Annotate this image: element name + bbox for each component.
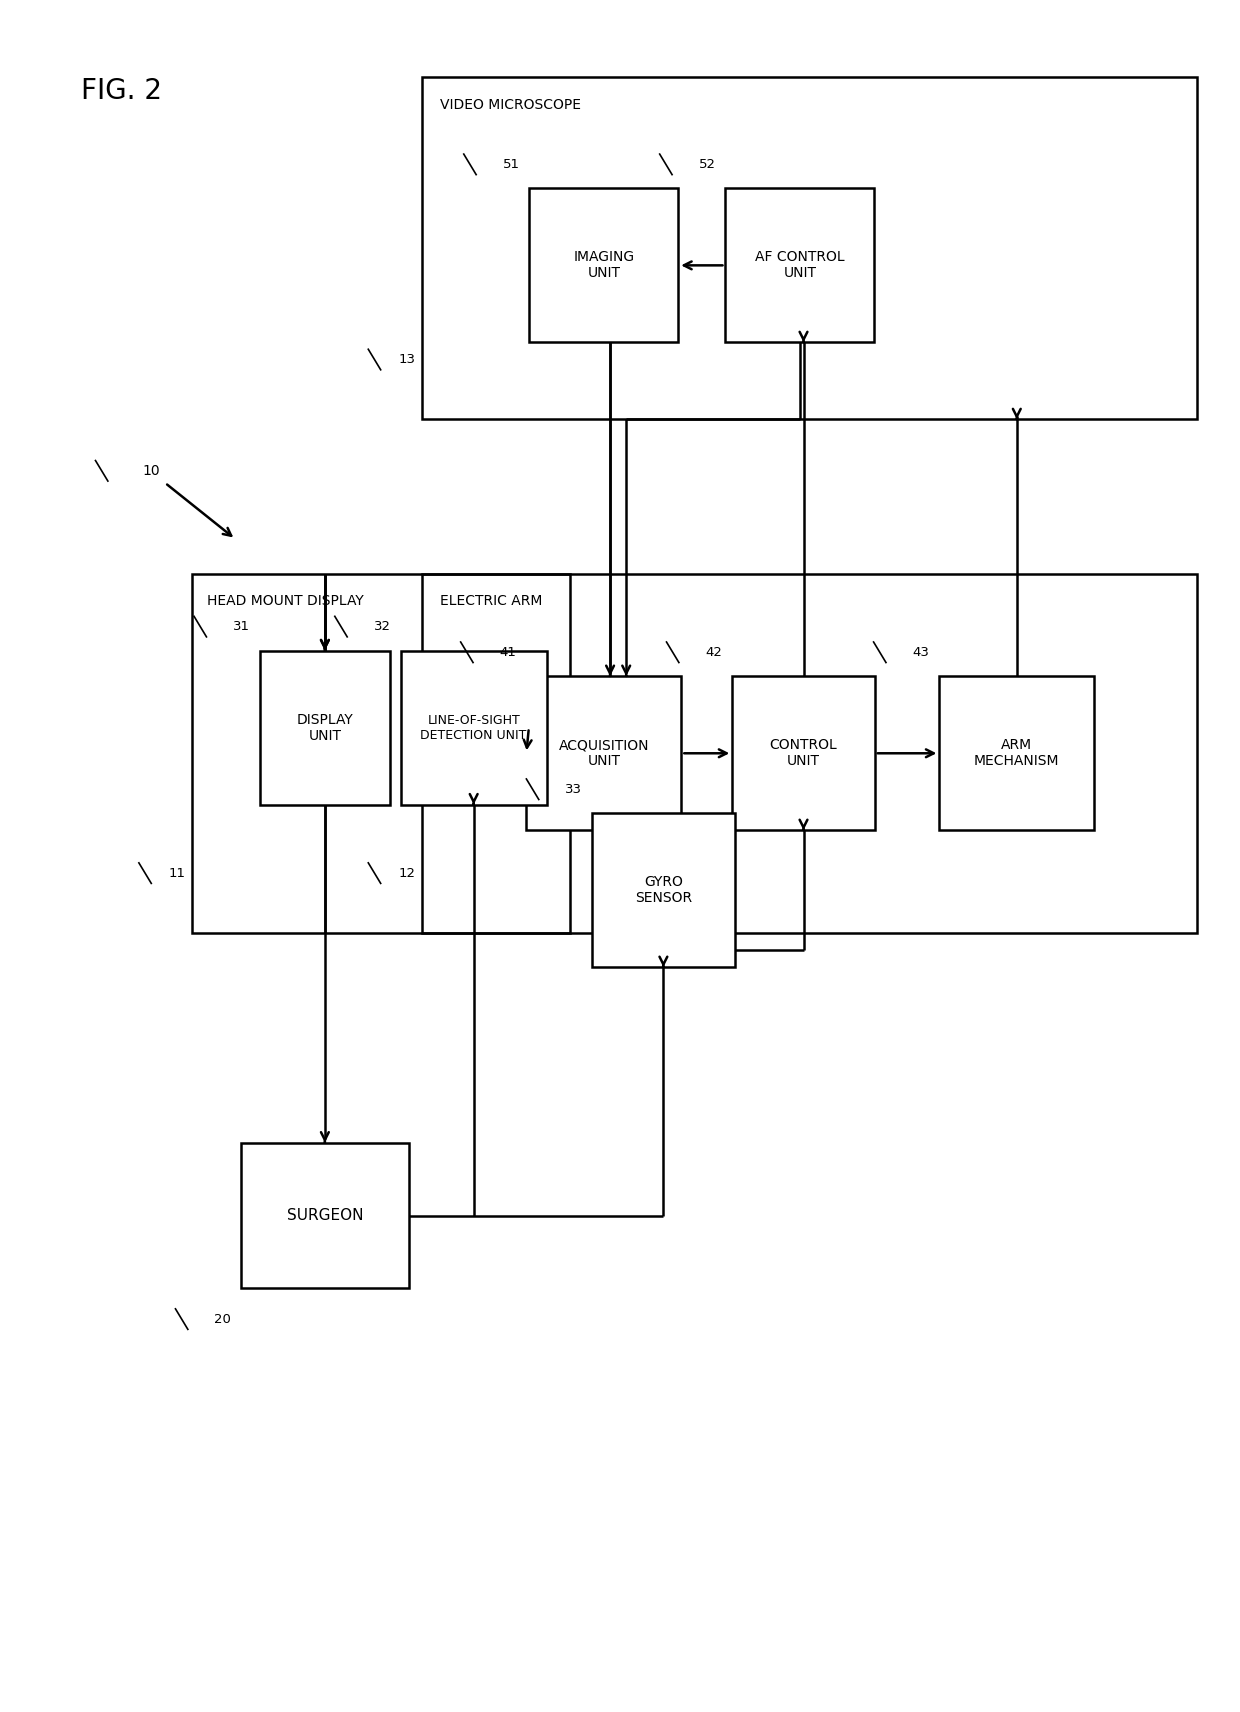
Text: 42: 42 [706, 645, 722, 659]
Text: FIG. 2: FIG. 2 [81, 77, 161, 104]
Text: LINE-OF-SIGHT
DETECTION UNIT: LINE-OF-SIGHT DETECTION UNIT [420, 714, 527, 741]
Text: IMAGING
UNIT: IMAGING UNIT [573, 250, 635, 281]
Bar [526, 676, 682, 830]
Text: 51: 51 [502, 158, 520, 171]
Bar [422, 574, 1197, 933]
Text: VIDEO MICROSCOPE: VIDEO MICROSCOPE [440, 98, 582, 111]
Bar [422, 77, 1197, 419]
Text: 31: 31 [233, 620, 250, 633]
Text: 10: 10 [143, 464, 160, 478]
Text: ARM
MECHANISM: ARM MECHANISM [975, 738, 1059, 769]
Text: HEAD MOUNT DISPLAY: HEAD MOUNT DISPLAY [207, 594, 363, 608]
Bar [593, 813, 734, 967]
Text: 20: 20 [215, 1313, 231, 1325]
Text: SURGEON: SURGEON [286, 1209, 363, 1222]
Bar [241, 1144, 409, 1289]
Bar [260, 651, 389, 805]
Text: 11: 11 [169, 866, 186, 880]
Text: CONTROL
UNIT: CONTROL UNIT [770, 738, 837, 769]
Text: DISPLAY
UNIT: DISPLAY UNIT [296, 712, 353, 743]
Text: 33: 33 [565, 782, 583, 796]
Bar [940, 676, 1094, 830]
Text: 32: 32 [373, 620, 391, 633]
Text: ELECTRIC ARM: ELECTRIC ARM [440, 594, 543, 608]
Bar [529, 188, 678, 342]
Bar [725, 188, 874, 342]
Text: 13: 13 [398, 353, 415, 366]
Text: AF CONTROL
UNIT: AF CONTROL UNIT [755, 250, 844, 281]
Text: GYRO
SENSOR: GYRO SENSOR [635, 875, 692, 906]
Bar [401, 651, 547, 805]
Text: 43: 43 [913, 645, 930, 659]
Bar [192, 574, 570, 933]
Text: ACQUISITION
UNIT: ACQUISITION UNIT [559, 738, 649, 769]
Text: 41: 41 [500, 645, 516, 659]
Bar [732, 676, 875, 830]
Text: 52: 52 [698, 158, 715, 171]
Text: 12: 12 [398, 866, 415, 880]
